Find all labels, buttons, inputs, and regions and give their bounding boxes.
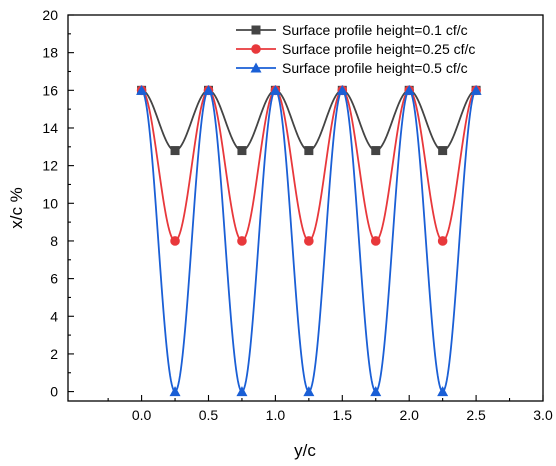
- legend-label: Surface profile height=0.5 cf/c: [282, 60, 468, 76]
- legend-marker: [251, 44, 261, 54]
- data-point: [438, 146, 448, 156]
- data-point: [403, 84, 415, 95]
- y-axis: 0 2 4 6 8 10 12 14 16 18 20: [42, 7, 74, 400]
- x-tick-label: 1.0: [266, 407, 286, 423]
- series-line: [141, 89, 477, 242]
- y-tick-label: 14: [42, 120, 58, 136]
- data-point: [303, 386, 315, 397]
- series-3: [136, 84, 482, 397]
- legend-item: Surface profile height=0.25 cf/c: [236, 41, 475, 57]
- data-point: [304, 236, 314, 246]
- data-point: [236, 386, 248, 397]
- data-point: [269, 84, 281, 95]
- data-point: [304, 146, 314, 156]
- series-line: [141, 89, 477, 152]
- y-tick-label: 8: [50, 233, 58, 249]
- y-tick-label: 18: [42, 45, 58, 61]
- data-point: [170, 236, 180, 246]
- data-point: [169, 386, 181, 397]
- x-tick-label: 0.0: [132, 407, 152, 423]
- series-2: [136, 85, 481, 246]
- plot-area: [136, 84, 482, 397]
- legend-marker: [250, 62, 262, 73]
- plot-frame: [67, 14, 544, 402]
- data-point: [437, 236, 448, 246]
- legend-label: Surface profile height=0.25 cf/c: [282, 41, 475, 57]
- x-axis: 0.0 0.5 1.0 1.5 2.0 2.5 3.0: [107, 395, 553, 423]
- x-tick-label: 2.0: [399, 407, 419, 423]
- data-point: [237, 146, 247, 156]
- legend-label: Surface profile height=0.1 cf/c: [282, 22, 468, 38]
- data-point: [437, 386, 449, 397]
- data-point: [470, 84, 482, 95]
- x-tick-label: 3.0: [533, 407, 553, 423]
- legend-item: Surface profile height=0.5 cf/c: [236, 60, 468, 76]
- data-point: [370, 236, 381, 246]
- data-point: [237, 236, 247, 246]
- y-tick-label: 12: [42, 158, 58, 174]
- data-point: [370, 386, 382, 397]
- data-point: [202, 84, 214, 95]
- y-tick-label: 6: [50, 271, 58, 287]
- y-axis-title: x/c %: [7, 187, 26, 229]
- x-tick-label: 0.5: [199, 407, 219, 423]
- y-tick-label: 20: [42, 7, 58, 23]
- y-tick-label: 16: [42, 82, 58, 98]
- y-tick-label: 10: [42, 195, 58, 211]
- y-tick-label: 4: [50, 308, 58, 324]
- legend: Surface profile height=0.1 cf/c Surface p…: [236, 22, 475, 76]
- data-point: [136, 84, 148, 95]
- data-point: [170, 146, 180, 156]
- legend-marker: [251, 25, 261, 35]
- series-1: [137, 85, 481, 156]
- data-point: [336, 84, 348, 95]
- legend-item: Surface profile height=0.1 cf/c: [236, 22, 468, 38]
- data-point: [371, 146, 381, 156]
- x-tick-label: 1.5: [333, 407, 353, 423]
- x-tick-label: 2.5: [466, 407, 486, 423]
- y-tick-label: 0: [50, 384, 58, 400]
- x-axis-title: y/c: [294, 441, 316, 460]
- y-tick-label: 2: [50, 346, 58, 362]
